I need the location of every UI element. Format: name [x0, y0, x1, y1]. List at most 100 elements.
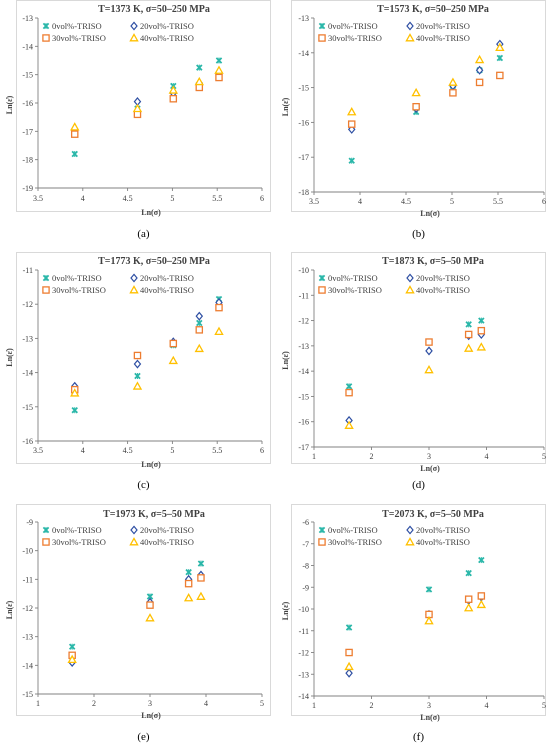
data-point	[425, 586, 433, 593]
legend-entry: 0vol%-TRISO	[328, 273, 378, 283]
x-tick-label: 3	[148, 699, 152, 708]
y-tick-label: -13	[298, 670, 309, 679]
data-point	[345, 388, 353, 397]
legend-entry: 0vol%-TRISO	[328, 21, 378, 31]
data-point	[70, 130, 79, 138]
y-tick-label: -16	[22, 99, 33, 108]
chart-panel-e: -9 -10 -11 -12 -13 -14 -151 2 3 4 5 T=1973 K, σ=5–5…	[5, 504, 271, 743]
legend-entry: 0vol%-TRISO	[328, 525, 378, 535]
y-tick-label: -17	[298, 443, 309, 452]
x-tick-label: 4	[358, 197, 362, 206]
legend-marker	[405, 285, 415, 294]
x-tick-label: 4	[81, 446, 85, 455]
data-point	[345, 648, 353, 657]
data-point	[464, 330, 473, 339]
data-point	[70, 122, 80, 131]
data-point	[184, 579, 193, 588]
legend-entry: 30vol%-TRISO	[52, 285, 106, 295]
data-point	[67, 654, 77, 664]
y-tick-label: -14	[298, 692, 309, 701]
y-tick-label: -14	[298, 367, 309, 376]
data-point	[197, 574, 205, 582]
data-point	[70, 388, 80, 397]
axes	[313, 18, 544, 193]
y-tick-label: -9	[26, 518, 33, 527]
x-tick-label: 1	[312, 701, 316, 710]
x-tick-label: 2	[370, 701, 374, 710]
legend-entry: 20vol%-TRISO	[416, 273, 470, 283]
data-point	[168, 355, 179, 365]
data-point	[424, 616, 434, 625]
y-tick-label: -16	[22, 437, 33, 446]
y-tick-label: -18	[298, 188, 309, 197]
chart-frame	[16, 504, 271, 716]
legend-entry: 0vol%-TRISO	[52, 273, 102, 283]
data-point	[185, 568, 192, 576]
data-point	[145, 613, 155, 622]
y-tick-label: -13	[298, 14, 309, 23]
chart-title: T=1573 K, σ=50–250 MPa	[377, 4, 489, 15]
chart-panel-a: -13 -14 -15 -16 -17 -18 -193.5 4 4.5 5 5.5 6 T=1373 …	[5, 0, 271, 240]
axes	[37, 270, 262, 442]
chart-panel-c: -11 -12 -13 -14 -15 -163.5 4 4.5 5 5.5 6 T=1773 K, …	[5, 252, 271, 491]
data-point	[411, 87, 421, 97]
data-point	[465, 321, 472, 328]
data-point	[194, 343, 204, 353]
y-axis-label: Ln(ε̇)	[281, 601, 290, 620]
y-tick-label: -10	[22, 547, 33, 556]
x-tick-label: 5	[542, 701, 546, 710]
x-tick-label: 2	[370, 452, 374, 461]
data-point	[475, 65, 484, 75]
data-point	[476, 342, 487, 351]
data-point	[412, 102, 420, 111]
legend-marker	[130, 525, 138, 535]
y-tick-label: -15	[298, 84, 309, 93]
y-axis-label: Ln(ε̇)	[281, 97, 290, 116]
x-tick-label: 1	[36, 699, 40, 708]
data-point	[345, 668, 353, 678]
legend-marker	[406, 525, 414, 535]
y-tick-label: -11	[23, 266, 33, 275]
data-point	[134, 372, 141, 380]
legend-marker	[318, 286, 326, 294]
y-axis-label: Ln(ε̇)	[5, 600, 14, 619]
panel-caption: (d)	[412, 479, 425, 491]
legend-entry: 30vol%-TRISO	[328, 285, 382, 295]
data-point	[215, 73, 223, 82]
data-point	[464, 595, 473, 603]
series-3	[70, 303, 223, 394]
legend: 0vol%-TRISO 20vol%-TRISO 30vol%-TRISO 40vol…	[42, 273, 194, 295]
series-3	[347, 71, 504, 128]
y-tick-label: -16	[298, 118, 309, 127]
legend-entry: 40vol%-TRISO	[140, 285, 194, 295]
data-point	[347, 107, 357, 116]
legend-marker	[42, 526, 50, 534]
data-point	[195, 311, 204, 321]
data-point	[478, 556, 485, 564]
chart-frame	[291, 504, 546, 716]
data-point	[448, 77, 458, 86]
legend-marker	[130, 21, 138, 31]
y-tick-label: -10	[298, 605, 309, 614]
legend-marker	[405, 33, 415, 42]
series-3	[345, 326, 486, 397]
x-tick-label: 5	[170, 446, 174, 455]
legend-entry: 20vol%-TRISO	[140, 525, 194, 535]
chart-title: T=1373 K, σ=50–250 MPa	[98, 4, 210, 15]
legend: 0vol%-TRISO 20vol%-TRISO 30vol%-TRISO 40vol…	[318, 525, 470, 547]
data-point	[146, 601, 154, 609]
y-tick-label: -15	[22, 71, 33, 80]
data-point	[425, 338, 433, 346]
data-point	[214, 65, 224, 74]
panel-caption: (b)	[412, 228, 425, 240]
y-tick-label: -17	[22, 127, 33, 136]
data-point	[463, 602, 474, 612]
y-axis-label: Ln(ε̇)	[5, 348, 14, 367]
x-axis-label: Ln(σ)	[420, 713, 440, 722]
y-tick-label: -8	[302, 562, 309, 571]
legend-marker	[318, 538, 326, 546]
data-point	[133, 351, 142, 360]
legend: 0vol%-TRISO 20vol%-TRISO 30vol%-TRISO 40vol…	[318, 21, 470, 43]
legend-marker	[42, 274, 50, 282]
